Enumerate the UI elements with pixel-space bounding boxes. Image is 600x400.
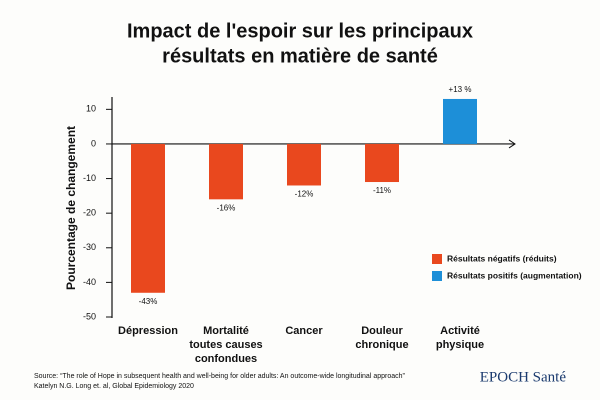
y-axis-label: Pourcentage de changement [64,126,78,290]
y-tick-label: 10 [86,104,96,114]
x-tick-label: Mortalité [203,325,249,337]
legend-swatch [432,271,442,281]
x-tick-label: chronique [355,339,408,351]
y-tick-label: -40 [83,277,96,287]
x-tick-label: Douleur [361,325,403,337]
y-tick-label: -10 [83,173,96,183]
bar [365,143,399,183]
y-tick-label: -30 [83,242,96,252]
value-label: -11% [373,186,391,195]
x-tick-label: physique [436,339,484,351]
bar [209,143,243,200]
x-tick-label: Activité [440,325,480,337]
source: Source: “The role of Hope in subsequent … [34,373,406,380]
value-label: -43% [139,297,158,306]
axis-arrow [508,139,516,149]
x-tick-label: confondues [195,353,257,365]
x-tick-label: Cancer [285,325,323,337]
legend-swatch [432,254,442,264]
y-tick-label: -50 [83,311,96,321]
legend-label: Résultats positifs (augmentation) [447,270,582,280]
bar [131,143,165,293]
x-tick-label: toutes causes [189,339,262,351]
value-label: +13 % [449,85,472,94]
value-label: -12% [295,190,314,199]
bar [443,98,477,144]
chart-title: résultats en matière de santé [162,45,438,67]
x-tick-label: Dépression [118,325,178,337]
bar [287,143,321,186]
value-label: -16% [217,203,236,212]
y-tick-label: 0 [91,138,96,148]
y-tick-label: -20 [83,208,96,218]
legend-label: Résultats négatifs (réduits) [447,253,557,263]
source: Katelyn N.G. Long et. al, Global Epidemi… [34,383,194,390]
logo: EPOCH Santé [480,369,567,385]
chart-title: Impact de l'espoir sur les principaux [127,20,473,42]
